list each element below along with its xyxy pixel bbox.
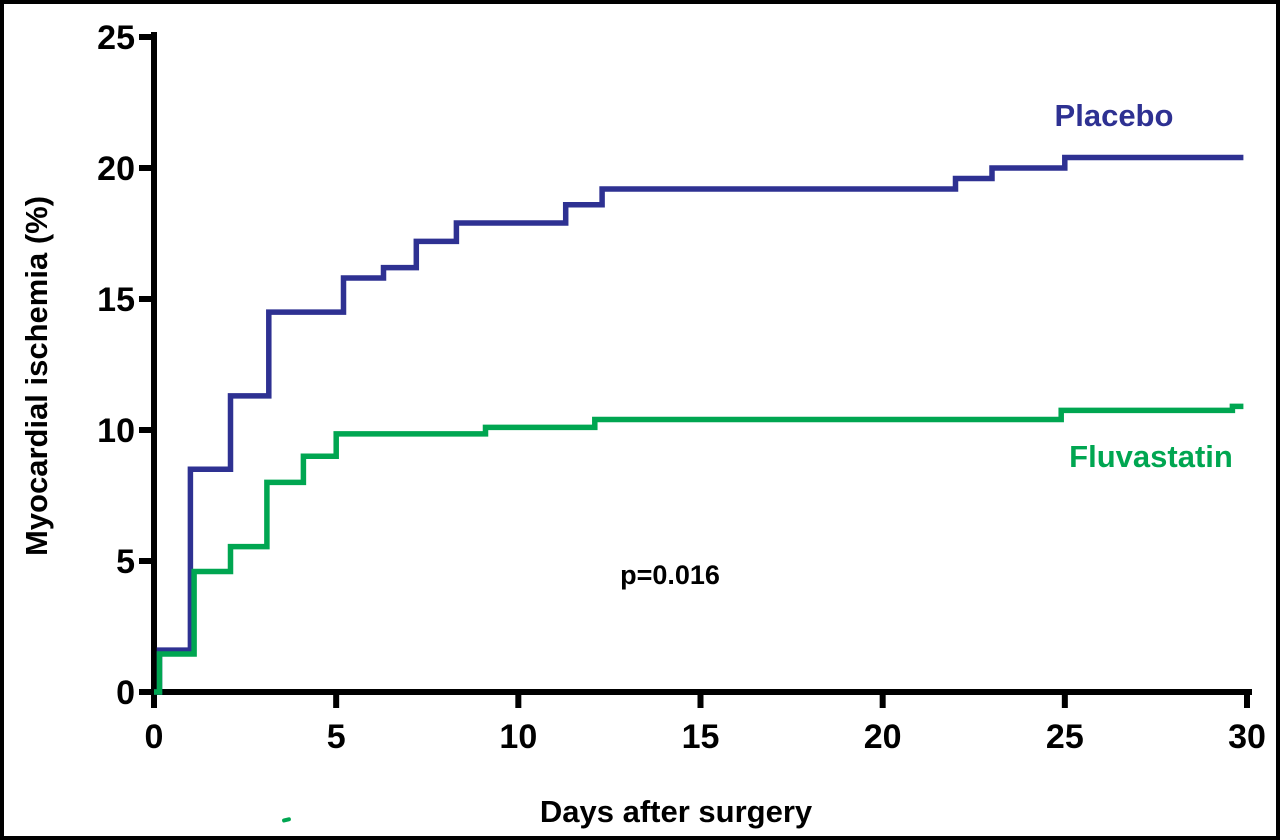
y-tick-5-label: 5 (116, 543, 135, 581)
p-value-annotation: p=0.016 (620, 560, 720, 590)
placebo-curve (154, 154, 1244, 695)
chart-svg: 0 5 10 15 20 25 30 0 5 10 15 20 25 Days after surge… (19, 19, 1266, 829)
y-tick-20-label: 20 (97, 150, 135, 188)
y-axis-title: Myocardial ischemia (%) (19, 196, 54, 556)
x-tick-25-label: 25 (1046, 718, 1084, 756)
y-axis-ticks: 0 5 10 15 20 25 (97, 19, 154, 712)
y-tick-25-label: 25 (97, 19, 135, 57)
x-tick-0-label: 0 (145, 718, 164, 756)
fluvastatin-series-label: Fluvastatin (1069, 439, 1233, 474)
x-axis-ticks: 0 5 10 15 20 25 30 (145, 692, 1266, 756)
x-tick-20-label: 20 (864, 718, 902, 756)
x-tick-5-label: 5 (327, 718, 346, 756)
x-axis-title: Days after surgery (540, 794, 813, 829)
y-tick-0-label: 0 (116, 674, 135, 712)
y-tick-15-label: 15 (97, 281, 135, 319)
stray-green-mark (282, 817, 291, 823)
placebo-series-label: Placebo (1055, 98, 1174, 133)
fluvastatin-curve (154, 403, 1244, 695)
x-tick-15-label: 15 (682, 718, 720, 756)
y-tick-10-label: 10 (97, 412, 135, 450)
x-tick-10-label: 10 (499, 718, 537, 756)
x-tick-30-label: 30 (1228, 718, 1266, 756)
